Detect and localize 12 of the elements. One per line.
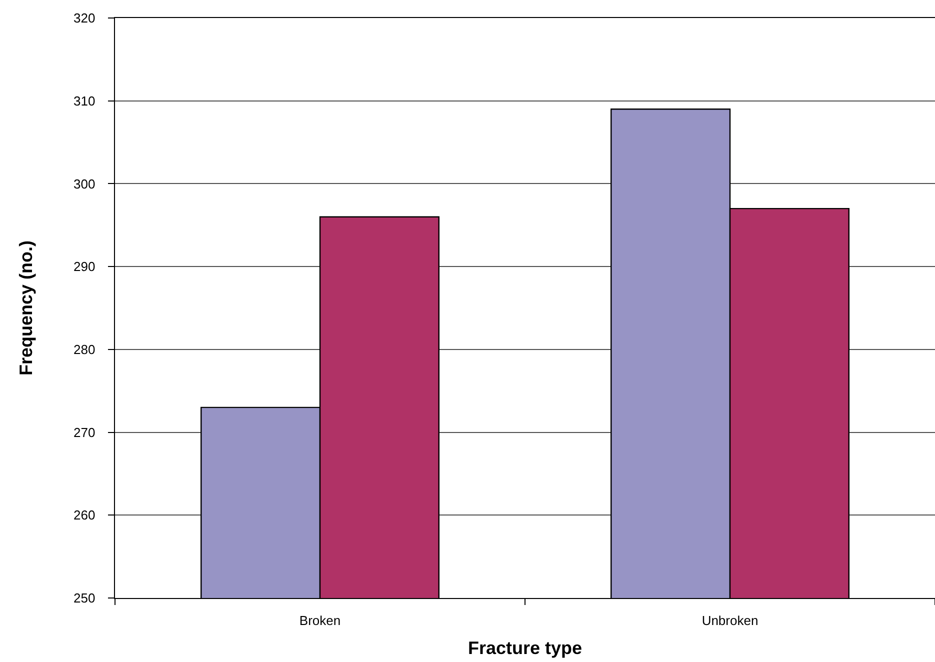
y-tick-label: 320 [73,10,96,26]
y-tick-label: 300 [73,176,96,192]
y-axis-title: Frequency (no.) [16,240,36,376]
y-tick-label: 260 [73,508,96,523]
x-tick-label: Unbroken [702,612,758,628]
x-tick-label: Broken [299,612,341,628]
y-tick-label: 310 [73,93,96,108]
y-tick-label: 280 [73,342,96,357]
y-tick-label: 250 [73,590,96,606]
x-axis-title: Fracture type [468,638,582,658]
y-tick-label: 270 [73,424,96,440]
y-tick-label: 290 [73,259,96,274]
